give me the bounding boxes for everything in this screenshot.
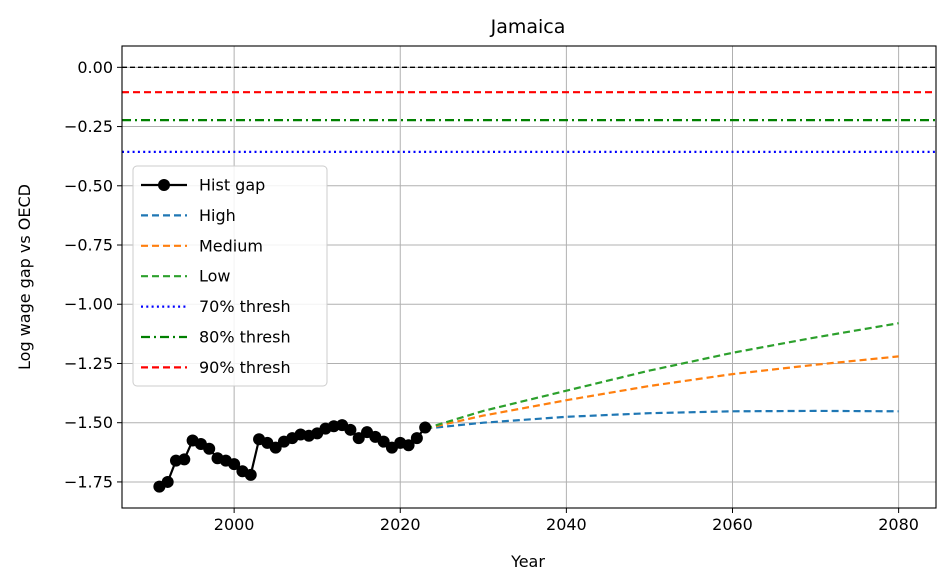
legend-label: 70% thresh xyxy=(199,297,291,316)
data-point xyxy=(203,442,216,455)
x-tick-label: 2060 xyxy=(712,515,753,534)
legend-label: Hist gap xyxy=(199,176,265,195)
legend-label: High xyxy=(199,206,236,225)
series-line xyxy=(424,355,899,430)
historical-series xyxy=(153,419,432,493)
legend-box xyxy=(132,165,328,387)
y-tick-label: −0.75 xyxy=(64,236,113,255)
series-lines xyxy=(424,322,899,430)
x-tick-label: 2040 xyxy=(546,515,587,534)
legend-marker xyxy=(158,179,170,191)
data-point xyxy=(402,439,415,452)
data-point xyxy=(352,432,365,445)
y-tick-label: −1.25 xyxy=(64,354,113,373)
legend-label: Low xyxy=(199,267,231,286)
data-point xyxy=(344,423,357,436)
data-point xyxy=(178,453,191,466)
data-point xyxy=(228,458,241,471)
y-tick-label: −1.00 xyxy=(64,295,113,314)
y-tick-label: −0.25 xyxy=(64,117,113,136)
series-line xyxy=(424,322,899,430)
plot-frame xyxy=(121,45,937,509)
legend-label: Medium xyxy=(199,236,263,255)
reference-lines xyxy=(122,66,936,154)
y-tick-label: −1.75 xyxy=(64,472,113,491)
y-tick-label: −0.50 xyxy=(64,176,113,195)
legend: Hist gap High Medium Low 70% thresh 80% thres… xyxy=(132,165,328,387)
axes: 2000 2020 2040 2060 2080 0.00 −0.25 −0.50 −0.75 −… xyxy=(64,45,937,534)
chart-title: Jamaica xyxy=(490,16,566,38)
y-axis-label: Log wage gap vs OECD xyxy=(15,184,34,370)
x-tick-label: 2020 xyxy=(380,515,421,534)
data-point xyxy=(377,435,390,448)
data-point xyxy=(269,441,282,454)
data-point xyxy=(244,468,257,481)
y-tick-label: 0.00 xyxy=(77,58,113,77)
series-line xyxy=(425,409,899,430)
data-point xyxy=(410,432,423,445)
data-point xyxy=(161,475,174,488)
x-tick-label: 2080 xyxy=(878,515,919,534)
data-point xyxy=(419,421,432,434)
y-tick-label: −1.50 xyxy=(64,413,113,432)
x-tick-label: 2000 xyxy=(214,515,255,534)
x-axis-label: Year xyxy=(510,552,545,571)
legend-label: 90% thresh xyxy=(199,358,291,377)
legend-label: 80% thresh xyxy=(199,328,291,347)
